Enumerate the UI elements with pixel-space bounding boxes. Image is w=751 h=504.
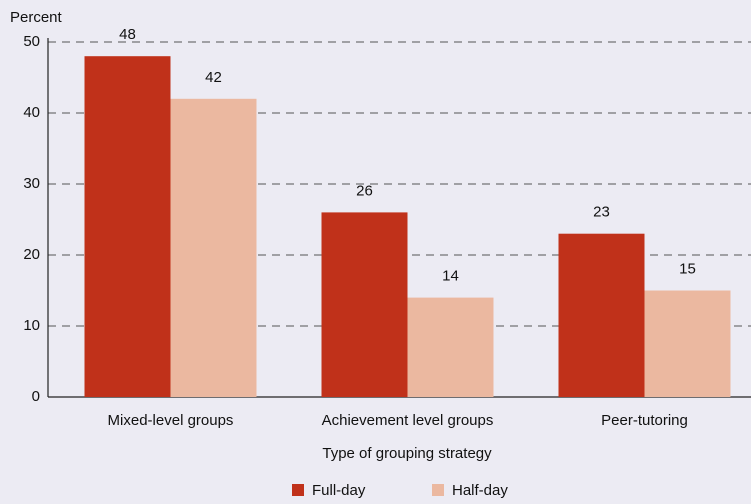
x-tick-label: Achievement level groups	[322, 412, 494, 429]
y-tick-label: 0	[32, 388, 40, 405]
y-tick-label: 50	[23, 33, 40, 50]
bar	[558, 233, 645, 397]
value-label: 15	[679, 260, 696, 277]
legend-label: Half-day	[452, 482, 508, 499]
y-tick-label: 10	[23, 317, 40, 334]
bar	[84, 56, 171, 397]
value-label: 14	[442, 268, 459, 285]
x-tick-label: Peer-tutoring	[601, 412, 688, 429]
value-label: 26	[356, 182, 373, 199]
legend-swatch	[292, 484, 304, 496]
bar	[407, 297, 494, 397]
y-tick-label: 40	[23, 104, 40, 121]
bar	[321, 212, 408, 397]
value-label: 42	[205, 69, 222, 86]
legend-label: Full-day	[312, 482, 366, 499]
value-label: 23	[593, 204, 610, 221]
y-axis-title: Percent	[10, 9, 63, 26]
bar	[644, 290, 731, 397]
x-axis-title: Type of grouping strategy	[322, 445, 492, 462]
y-tick-label: 20	[23, 246, 40, 263]
y-tick-label: 30	[23, 175, 40, 192]
value-label: 48	[119, 26, 136, 43]
x-tick-label: Mixed-level groups	[108, 412, 234, 429]
bar	[170, 98, 257, 398]
legend-swatch	[432, 484, 444, 496]
